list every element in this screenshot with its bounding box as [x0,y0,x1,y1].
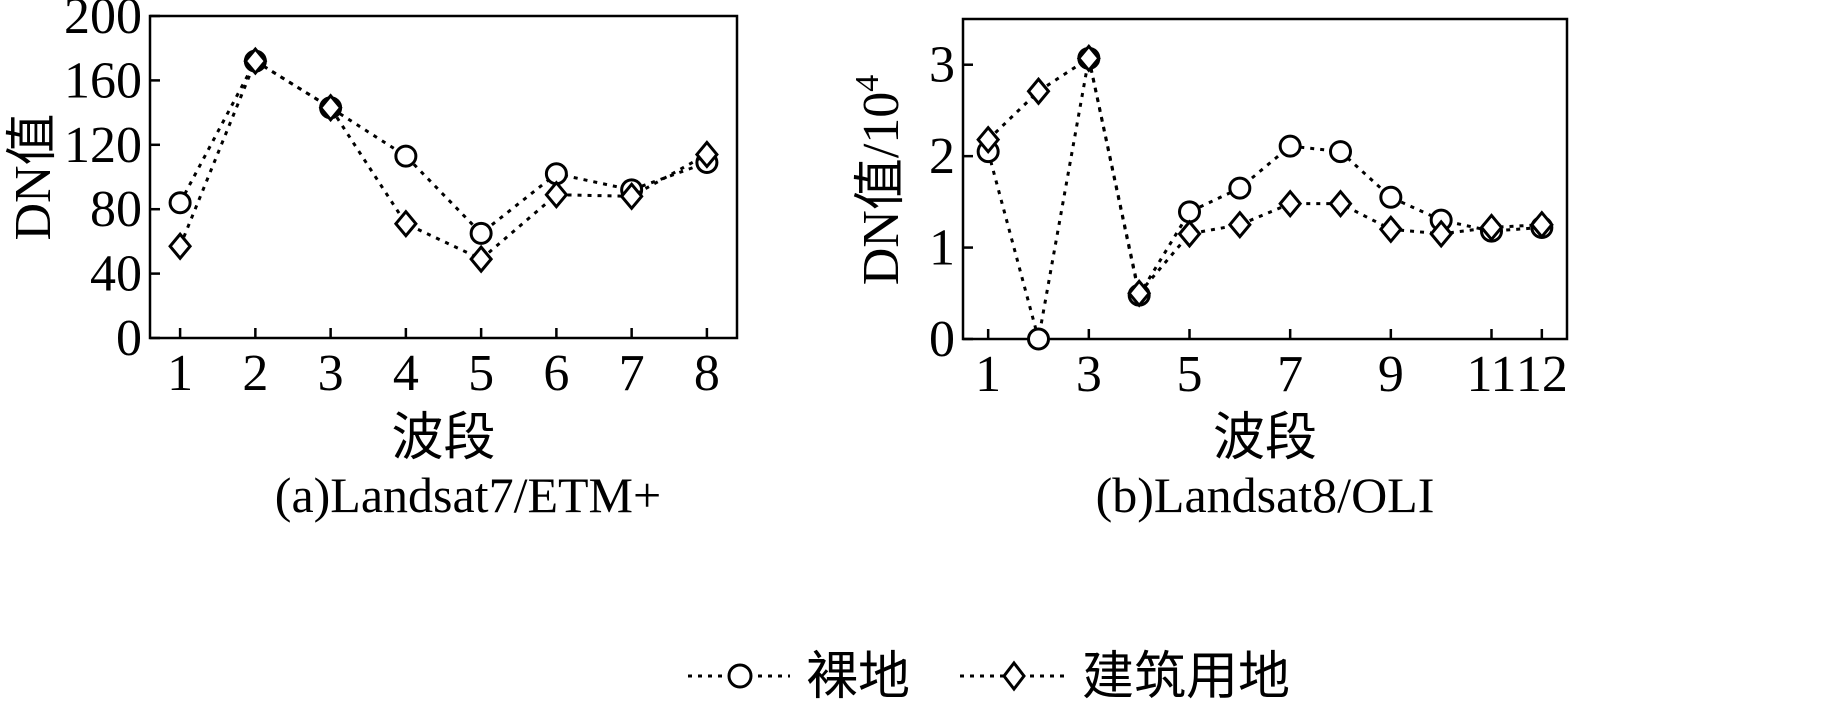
chart-panel-a: 0 40 80 120 160 200 1 2 3 4 5 6 7 8 波段 DN值 (a)Landsat7/E… [5,0,739,523]
y-tick-label: 3 [929,37,955,94]
x-tick-label: 4 [393,345,419,402]
y-tick-label: 0 [116,310,142,367]
series-line-diamond [178,58,708,261]
y-tick-label: 160 [64,52,142,109]
x-tick-label: 1 [167,345,193,402]
data-point-diamond [1479,213,1504,242]
data-point-diamond [544,180,569,210]
x-tick-label: 7 [1277,346,1303,403]
data-point-diamond [469,244,494,274]
series-line-diamond [987,55,1542,297]
data-point-circle [1027,327,1050,351]
y-tick-label: 1 [929,220,955,277]
x-tick-label: 11 [1466,346,1516,403]
data-point-circle [168,191,192,215]
data-point-diamond [1076,43,1101,73]
legend-diamond-marker [1002,660,1026,692]
data-point-diamond [1529,210,1554,240]
data-point-circle [1329,140,1352,164]
data-point-circle [1178,200,1201,224]
x-tick-label: 8 [694,345,720,402]
plot-frame [961,17,1569,341]
legend: 裸地 建筑用地 [688,649,1290,706]
data-point-circle [1228,176,1252,200]
chart-caption: (a)Landsat7/ETM+ [275,467,661,523]
x-tick-label: 9 [1378,346,1404,403]
y-axis-label-superscript: 4 [849,75,886,92]
y-axis-label: DN值/104 [849,75,910,286]
x-tick-label: 5 [468,345,494,402]
x-tick-label: 12 [1516,346,1568,403]
data-point-circle [469,221,493,245]
data-point-diamond [318,93,343,123]
x-tick-label: 2 [242,345,268,402]
data-point-diamond [1127,278,1152,308]
y-axis-label: DN值 [5,113,62,240]
data-point-diamond [619,181,644,211]
data-point-diamond [1026,76,1051,106]
legend-label-construction-land: 建筑用地 [1082,649,1290,706]
x-axis-label: 波段 [1213,410,1317,467]
chart-caption: (b)Landsat8/OLI [1096,467,1435,523]
legend-label-bare-land: 裸地 [806,649,910,706]
x-tick-label: 3 [1076,346,1102,403]
plot-frame [148,14,739,340]
data-point-diamond [1429,219,1454,249]
data-point-diamond [976,125,1001,155]
data-point-diamond [1227,210,1252,240]
x-tick-label: 1 [975,346,1001,403]
y-tick-label: 120 [64,117,142,174]
data-point-circle [394,144,418,168]
y-tick-label: 2 [929,128,955,185]
data-point-diamond [1177,219,1202,249]
y-tick-label: 40 [90,246,142,303]
data-point-diamond [243,46,268,76]
series-line-circle [986,58,1542,340]
data-point-diamond [393,209,418,239]
y-tick-label: 200 [64,0,142,45]
y-tick-label: 80 [90,181,142,238]
x-tick-label: 6 [543,345,569,402]
data-point-circle [1278,134,1302,158]
x-axis-label: 波段 [391,410,495,467]
x-tick-label: 7 [619,345,645,402]
y-tick-label: 0 [929,311,955,368]
data-point-diamond [694,140,719,169]
data-point-diamond [1328,189,1353,219]
x-tick-label: 5 [1177,346,1203,403]
data-point-circle [1379,185,1403,209]
x-tick-label: 3 [318,345,344,402]
data-point-diamond [168,231,193,261]
legend-circle-marker [727,663,753,689]
data-point-diamond [1378,214,1403,244]
data-point-diamond [1278,189,1303,219]
series-line-circle [178,58,708,236]
